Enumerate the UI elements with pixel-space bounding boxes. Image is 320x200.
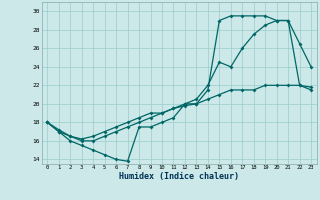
- X-axis label: Humidex (Indice chaleur): Humidex (Indice chaleur): [119, 172, 239, 181]
